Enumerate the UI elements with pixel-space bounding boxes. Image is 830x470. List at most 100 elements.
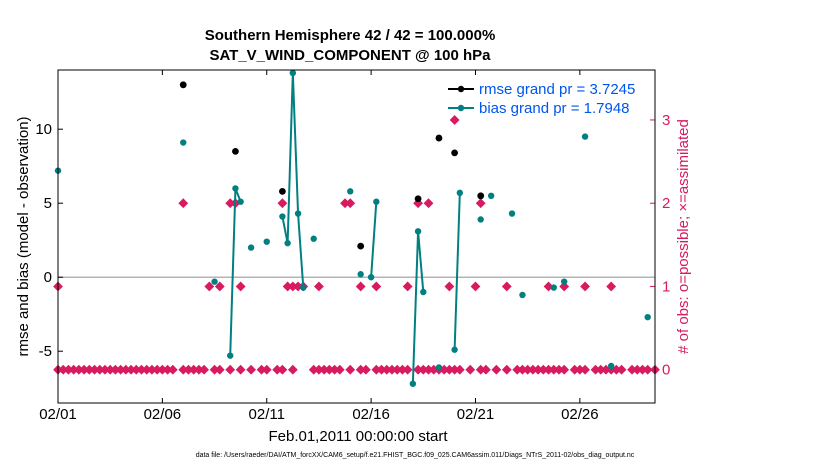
bias-point: [284, 239, 291, 247]
x-tick-label: 02/11: [249, 406, 285, 423]
bias-point: [279, 213, 286, 220]
rmse-point: [414, 195, 422, 203]
obs-possible-marker: [345, 198, 356, 209]
legend-bias-marker: [457, 104, 465, 112]
bias-series-segment: [281, 216, 289, 244]
bias-point: [487, 192, 495, 199]
obs-assimilated-marker: [199, 364, 210, 375]
bias-point: [477, 216, 484, 223]
obs-possible-marker: [355, 281, 366, 292]
bias-point: [263, 238, 270, 245]
obs-assimilated-marker: [334, 364, 345, 375]
obs-possible-marker: [580, 281, 590, 292]
rmse-point: [179, 81, 187, 89]
obs-assimilated-marker: [454, 364, 465, 375]
x-tick-label: 02/21: [457, 406, 495, 423]
bias-series-segment: [229, 188, 237, 356]
y-right-axis-label: # of obs: o=possible; ×=assimilated: [675, 119, 692, 354]
bias-point: [232, 185, 239, 192]
rmse-point: [357, 242, 365, 250]
obs-possible-marker: [277, 198, 288, 209]
bias-point: [409, 380, 417, 387]
bias-series-segment: [297, 213, 305, 288]
y-right-tick-label: 2: [662, 195, 670, 212]
bias-point: [420, 288, 427, 296]
obs-possible-marker: [606, 281, 617, 292]
legend-rmse-marker: [457, 85, 465, 93]
obs-possible-marker: [423, 198, 434, 209]
obs-assimilated-marker: [235, 364, 246, 375]
obs-assimilated-marker: [465, 364, 476, 375]
bias-point: [237, 198, 244, 205]
obs-assimilated-marker: [214, 364, 225, 375]
obs-possible-marker: [371, 281, 382, 292]
y-left-tick-label: 0: [44, 269, 52, 286]
bias-point: [607, 362, 615, 370]
plot-area: [58, 70, 655, 403]
obs-possible-marker: [449, 115, 460, 125]
obs-possible-marker: [204, 281, 215, 292]
bias-point: [456, 189, 464, 197]
obs-possible-marker: [501, 281, 512, 292]
bias-point: [414, 228, 422, 235]
obs-assimilated-marker: [360, 364, 371, 375]
x-tick-label: 02/06: [144, 406, 182, 423]
bias-point: [310, 235, 317, 242]
bias-point: [180, 139, 187, 146]
rmse-point: [278, 187, 286, 195]
rmse-point: [477, 192, 485, 200]
y-left-tick-label: 5: [44, 195, 52, 212]
x-tick-label: 02/26: [561, 406, 599, 423]
obs-possible-marker: [559, 281, 570, 292]
y-left-tick-label: 10: [35, 121, 52, 138]
obs-assimilated-marker: [491, 364, 502, 375]
bias-series-segment: [411, 231, 420, 384]
bias-point: [294, 210, 302, 217]
x-tick-label: 02/16: [352, 406, 390, 423]
rmse-point: [451, 149, 459, 157]
y-right-tick-label: 1: [662, 278, 670, 295]
bias-point: [581, 133, 589, 140]
bias-point: [435, 364, 443, 371]
chart-title-line1: Southern Hemisphere 42 / 42 = 100.000%: [204, 27, 496, 44]
bias-series-segment: [370, 201, 378, 278]
bias-point: [373, 198, 380, 205]
obs-possible-marker: [444, 281, 455, 292]
legend-rmse-label: rmse grand pr = 3.7245: [479, 81, 635, 98]
obs-assimilated-marker: [225, 364, 236, 375]
obs-assimilated-marker: [167, 364, 178, 375]
obs-assimilated-marker: [345, 364, 356, 375]
obs-assimilated-marker: [246, 364, 256, 375]
rmse-point: [435, 134, 443, 142]
bias-point: [451, 346, 458, 353]
obs-possible-marker: [235, 281, 246, 292]
obs-possible-marker: [402, 281, 413, 292]
obs-possible-marker: [314, 281, 324, 292]
bias-point: [289, 69, 297, 77]
x-axis-label: Feb.01,2011 00:00:00 start: [268, 428, 448, 445]
obs-assimilated-marker: [580, 364, 590, 375]
bias-point: [519, 291, 526, 299]
bias-point: [227, 352, 234, 359]
obs-assimilated-marker: [481, 364, 491, 375]
y-right-tick-label: 0: [662, 362, 670, 379]
bias-point: [367, 274, 375, 281]
obs-possible-marker: [475, 198, 486, 209]
plot-frame: [57, 69, 656, 404]
bias-point: [300, 284, 307, 291]
obs-possible-marker: [470, 281, 481, 292]
bias-point: [560, 278, 568, 285]
bias-series-segment: [286, 72, 294, 244]
chart-title-line2: SAT_V_WIND_COMPONENT @ 100 hPa: [209, 47, 491, 64]
bias-point: [508, 210, 516, 217]
obs-assimilated-marker: [287, 364, 298, 375]
obs-possible-marker: [214, 281, 225, 292]
bias-point: [347, 188, 354, 195]
obs-assimilated-marker: [642, 364, 653, 375]
bias-point: [357, 271, 364, 278]
y-left-axis-label: rmse and bias (model - observation): [15, 116, 32, 356]
bias-series-segment: [417, 231, 425, 293]
bias-point: [550, 284, 557, 291]
obs-assimilated-marker: [559, 364, 570, 375]
